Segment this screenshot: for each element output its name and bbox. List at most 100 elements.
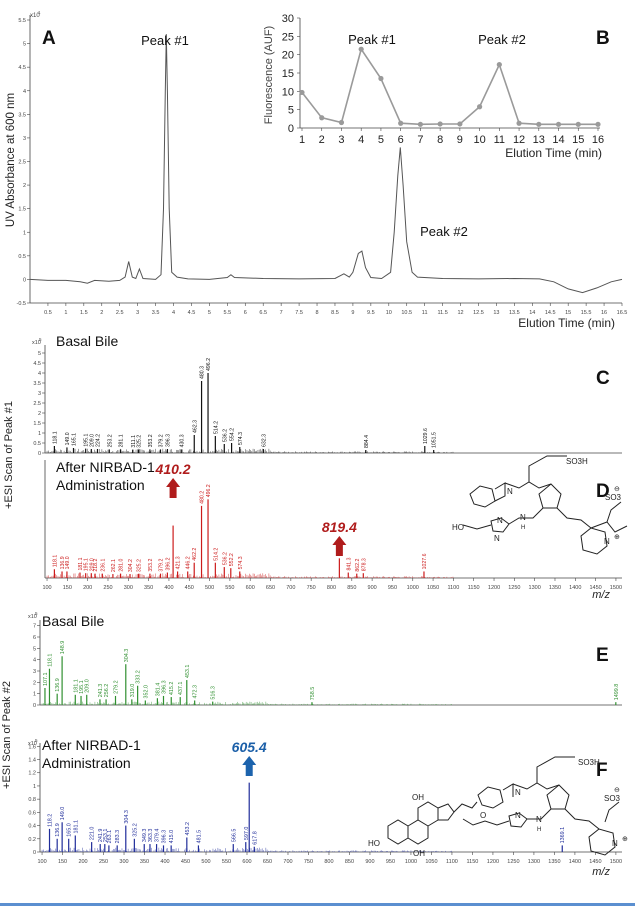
panel-c-peak-label: 325.2 bbox=[137, 435, 143, 448]
panel-e-peak-label: 136.9 bbox=[55, 678, 61, 692]
panel-b-y-ticks: 0 5 10 15 20 25 30 bbox=[282, 13, 300, 135]
panel-c-peak-label: 1051.5 bbox=[432, 432, 438, 448]
panel-f-x-tick-label: 1050 bbox=[425, 859, 437, 865]
panel-b-x-tick-label: 6 bbox=[398, 134, 404, 146]
panel-f-peak-label: 566.5 bbox=[231, 829, 237, 843]
panel-c-peak-label: 536.2 bbox=[222, 429, 228, 442]
panel-c-y-tick-label: 5 bbox=[38, 351, 41, 357]
panel-f-peak-label: 453.2 bbox=[185, 822, 191, 836]
panel-d-x-tick-label: 1300 bbox=[529, 585, 541, 591]
panel-b-point bbox=[417, 121, 423, 127]
panel-a-x-tick-label: 6.5 bbox=[259, 310, 267, 316]
panel-d-peak-label: 304.2 bbox=[128, 559, 134, 572]
panel-d-x-tick-label: 1150 bbox=[468, 585, 480, 591]
panel-f-peak-label: 118.2 bbox=[48, 814, 54, 827]
panel-d-peak-label: 514.2 bbox=[213, 548, 219, 561]
panel-f-y-tick-label: 0 bbox=[33, 850, 36, 856]
panel-a-x-tick-label: 7 bbox=[280, 310, 283, 316]
panel-c-peak-label: 281.1 bbox=[119, 434, 125, 447]
panel-d-x-tick-label: 950 bbox=[388, 585, 397, 591]
panel-a-y-tick-label: 5.5 bbox=[18, 18, 26, 24]
nirbad-1-structure-labels: SO3H N N H N N HO N ⊕ SO3 ⊖ bbox=[452, 457, 622, 546]
panel-d-peak-label: 149.0 bbox=[65, 556, 71, 569]
panel-a-x-tick-label: 11 bbox=[422, 310, 428, 316]
panel-a-y-tick-label: 2.5 bbox=[18, 160, 26, 166]
panel-d-x-tick-label: 750 bbox=[307, 585, 316, 591]
panel-b-point bbox=[516, 120, 522, 126]
panel-d-peak-label: 195.1 bbox=[84, 558, 90, 571]
panel-a-x-tick-label: 7.5 bbox=[295, 310, 303, 316]
panel-f: 00.20.40.60.811.21.41.6 118.2136.9149.01… bbox=[28, 737, 622, 878]
panel-d-x-tick-label: 700 bbox=[286, 585, 295, 591]
panel-a-x-tick-label: 3 bbox=[136, 310, 139, 316]
panel-d-x-tick-label: 1200 bbox=[488, 585, 500, 591]
panel-f-arrow-605 bbox=[242, 756, 257, 776]
struct2-ho-left: HO bbox=[368, 839, 380, 848]
panel-b-x-tick-label: 5 bbox=[378, 134, 384, 146]
struct1-n-link: N bbox=[520, 513, 526, 522]
panel-e-peak-label: 437.1 bbox=[178, 682, 184, 696]
panel-c-peak-label: 149.0 bbox=[65, 432, 71, 445]
struct2-n-link: N bbox=[536, 815, 542, 824]
panel-f-x-tick-label: 1450 bbox=[589, 859, 601, 865]
panel-a-scale-exp: 1 bbox=[38, 10, 41, 15]
struct2-n-triazole: N bbox=[515, 811, 521, 820]
panel-f-x-tick-label: 1100 bbox=[446, 859, 458, 865]
panel-a-peak2-label: Peak #2 bbox=[420, 224, 468, 239]
panel-a-x-tick-label: 5 bbox=[208, 310, 211, 316]
panel-e-y-tick-label: 4 bbox=[33, 658, 36, 664]
panel-d-peak-label: 281.0 bbox=[119, 559, 125, 572]
panel-f-x-tick-label: 1200 bbox=[487, 859, 499, 865]
struct1-n-triazole1: N bbox=[497, 516, 503, 525]
panel-a-y-tick-label: 4 bbox=[23, 89, 26, 95]
panel-e-peak-label: 319.0 bbox=[130, 684, 136, 698]
struct1-ho: HO bbox=[452, 523, 464, 532]
bile-acid-conjugate-labels: SO3H N N H N O N ⊕ SO3 ⊖ OH HO OH bbox=[368, 758, 628, 858]
panel-f-peak-label: 597.0 bbox=[244, 827, 250, 841]
panel-b-x-tick-label: 9 bbox=[457, 134, 463, 146]
panel-a-x-tick-label: 14 bbox=[529, 310, 535, 316]
panel-b-point bbox=[575, 121, 581, 127]
panel-d-peak-label: 841.3 bbox=[346, 557, 352, 570]
panel-f-x-tick-label: 150 bbox=[58, 859, 67, 865]
panel-c-peak-label: 632.3 bbox=[261, 434, 267, 447]
panel-d-x-tick-label: 1050 bbox=[427, 585, 439, 591]
panel-a-y-tick-label: 4.5 bbox=[18, 65, 26, 71]
panel-d-x-tick-label: 550 bbox=[225, 585, 234, 591]
panel-d-x-tick-label: 850 bbox=[347, 585, 356, 591]
panel-c-y-tick-label: 0 bbox=[38, 451, 41, 457]
panel-f-x-tick-label: 700 bbox=[283, 859, 292, 865]
panel-e-peak-label: 148.9 bbox=[60, 641, 66, 655]
struct2-n1: N bbox=[515, 788, 521, 797]
panel-a-x-tick-label: 1.5 bbox=[80, 310, 88, 316]
panel-b-point bbox=[536, 121, 542, 127]
panel-d-peak-label: 353.2 bbox=[148, 559, 154, 572]
panel-b-point bbox=[477, 104, 483, 110]
panel-c-letter: C bbox=[596, 368, 610, 389]
esi-label-peak2: +ESI Scan of Peak #2 bbox=[1, 681, 13, 789]
panel-a-y-tick-label: 0 bbox=[23, 277, 26, 283]
panel-f-x-tick-label: 1400 bbox=[569, 859, 581, 865]
panel-b-y-tick-label: 15 bbox=[282, 68, 294, 80]
panel-f-x-tick-label: 1150 bbox=[467, 859, 479, 865]
panel-d-peak-label: 480.2 bbox=[200, 491, 206, 504]
panel-f-x-tick-label: 800 bbox=[324, 859, 333, 865]
panel-a-x-tick-label: 8.5 bbox=[331, 310, 339, 316]
panel-e-y-tick-label: 1 bbox=[33, 692, 36, 698]
panel-c-peak-label: 462.3 bbox=[192, 420, 198, 433]
panel-a-x-tick-label: 12.5 bbox=[473, 310, 484, 316]
panel-b-letter: B bbox=[596, 28, 610, 49]
panel-d-x-tick-label: 350 bbox=[144, 585, 153, 591]
panel-a-x-tick-label: 12 bbox=[457, 310, 463, 316]
panel-f-x-tick-label: 200 bbox=[78, 859, 87, 865]
panel-c-y-tick-label: 3.5 bbox=[33, 381, 41, 387]
panel-b-point bbox=[319, 115, 325, 121]
panel-f-y-tick-label: 0.6 bbox=[28, 810, 36, 816]
struct2-cyclopentene bbox=[546, 784, 570, 810]
bottom-rule bbox=[0, 903, 635, 906]
panel-a-x-tick-label: 15.5 bbox=[581, 310, 592, 316]
struct2-minus: ⊖ bbox=[614, 787, 620, 794]
panel-e-y-tick-label: 6 bbox=[33, 635, 36, 641]
